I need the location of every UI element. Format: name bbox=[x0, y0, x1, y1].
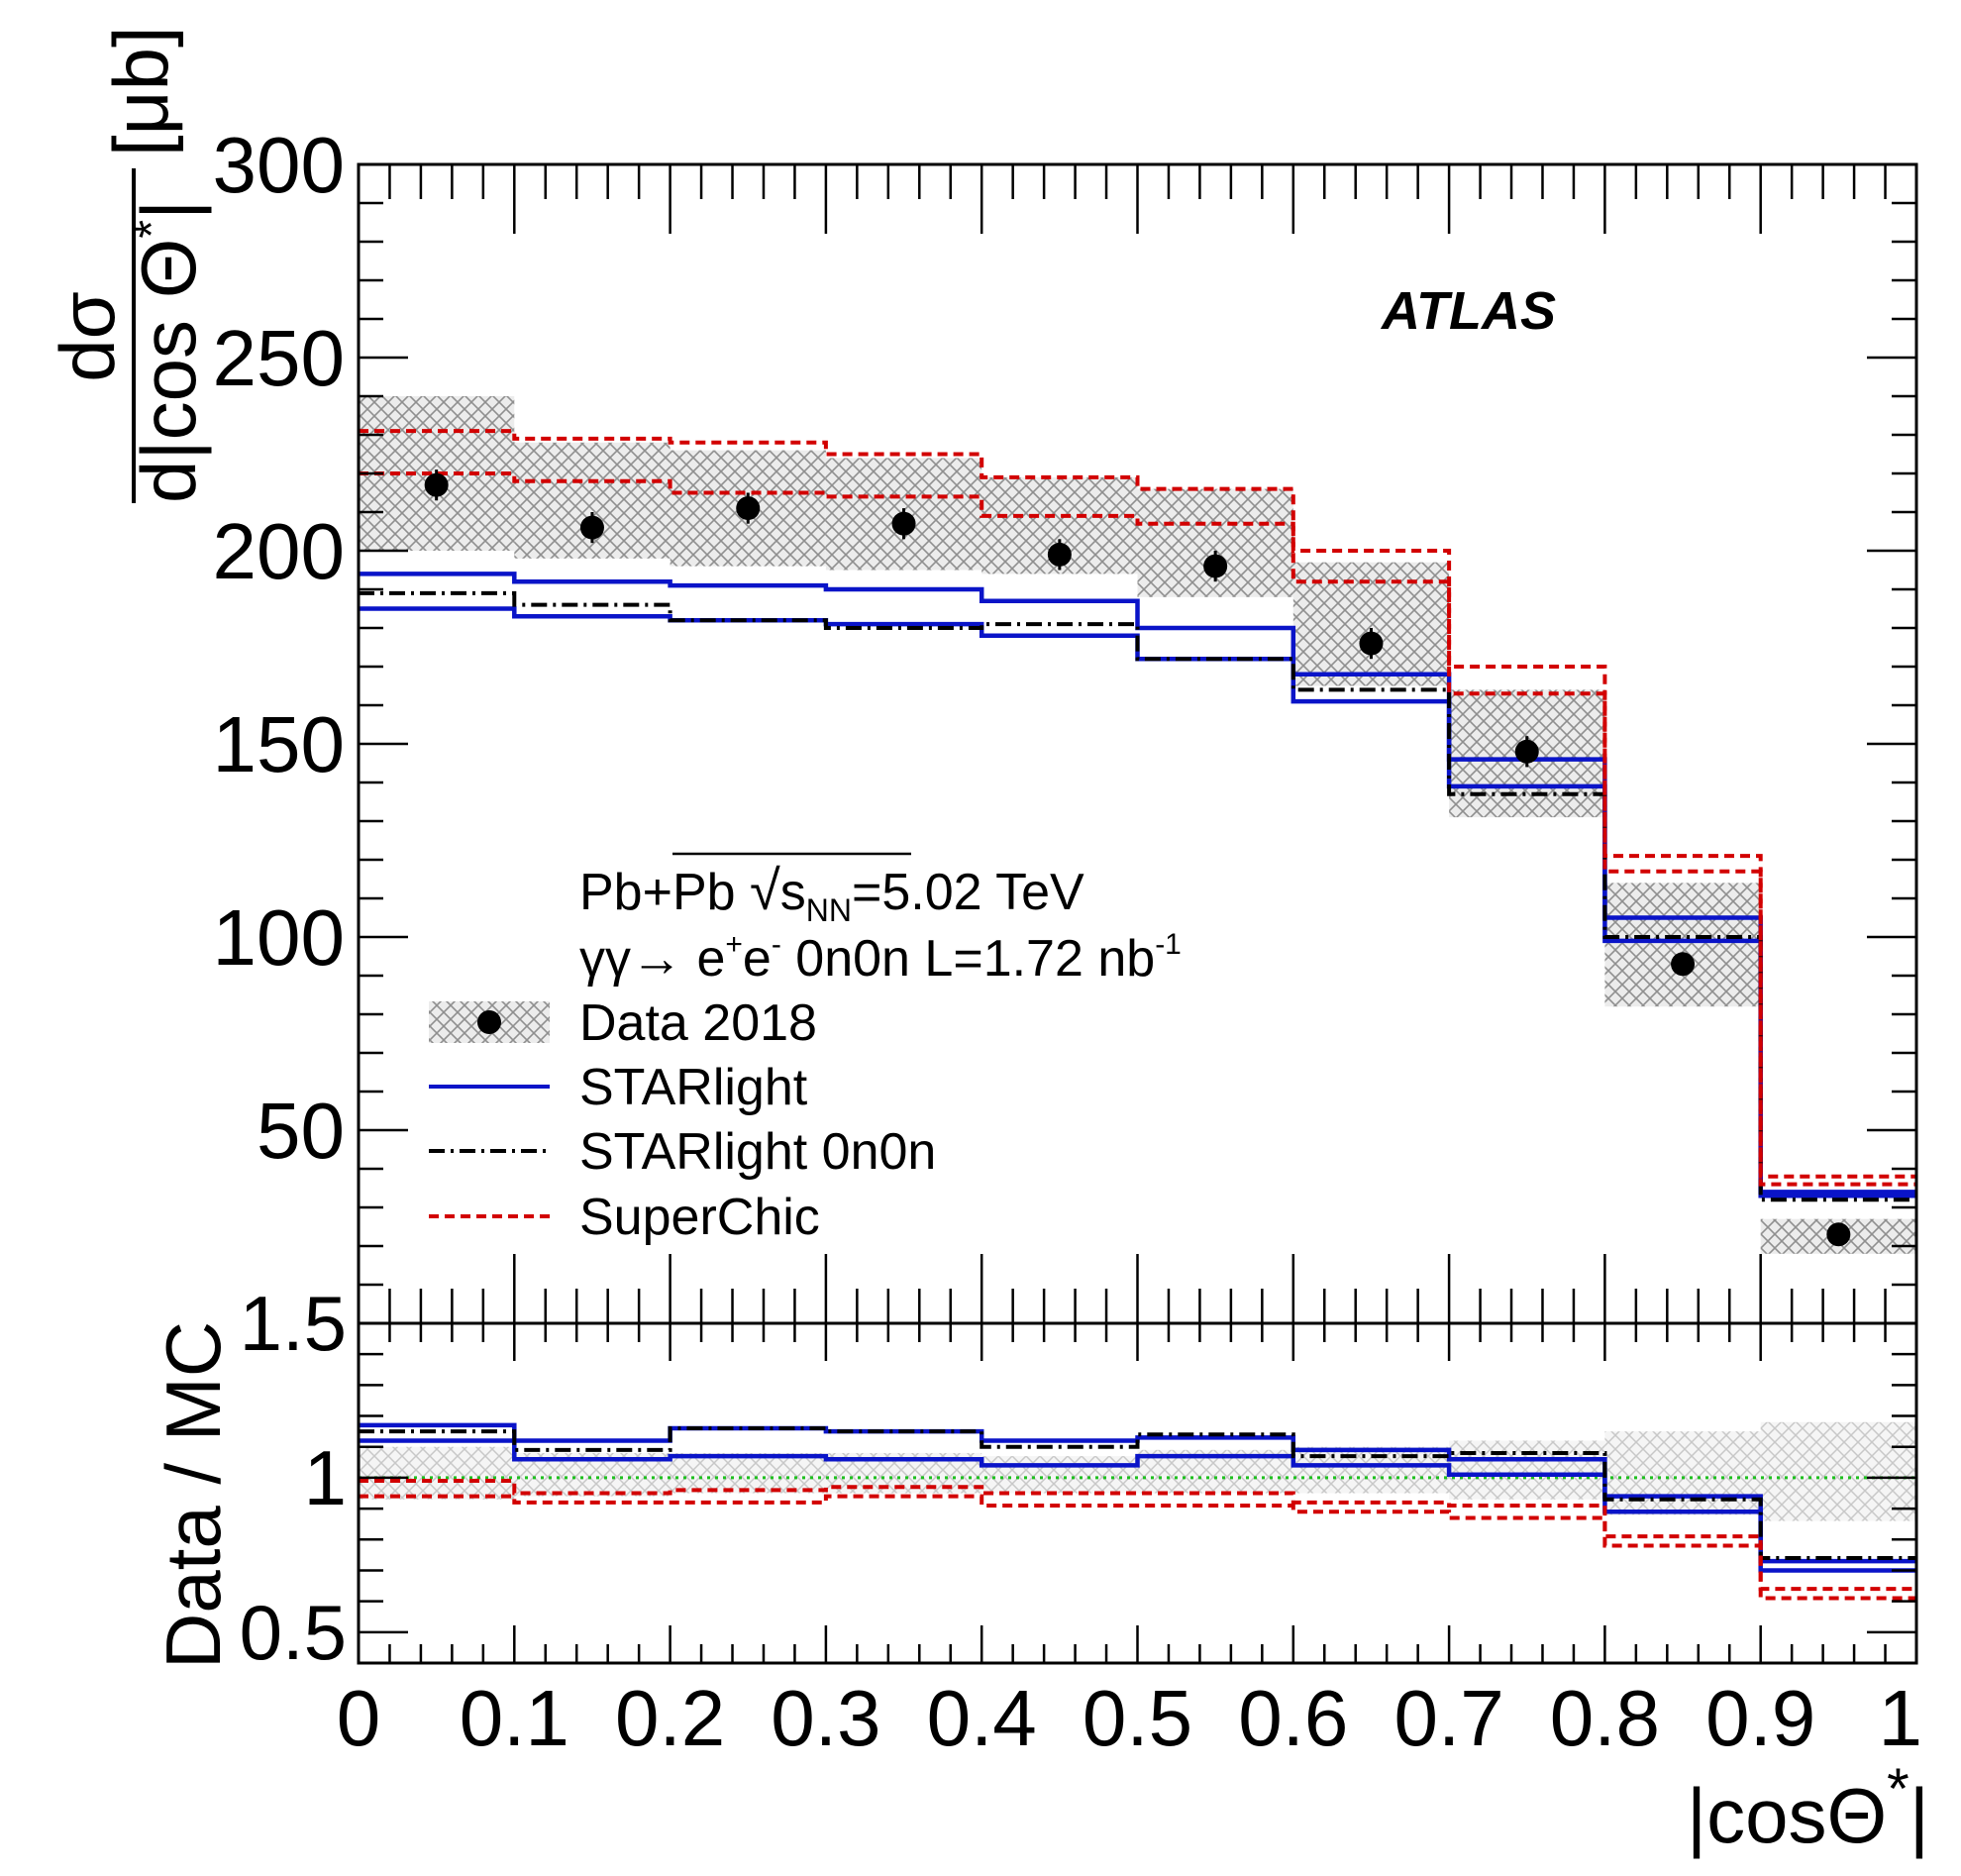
ratio-ytick-label-1: 1 bbox=[304, 1434, 347, 1521]
top-ytick-label-50: 50 bbox=[257, 1087, 345, 1175]
data-point-0 bbox=[424, 472, 449, 497]
superchic-lower-line bbox=[359, 471, 1916, 1187]
annotation-process: γγ→ e+e- 0n0n L=1.72 nb-1 bbox=[579, 928, 1182, 988]
data-point-7 bbox=[1514, 739, 1539, 764]
ratio-data-uncert-bin-6 bbox=[1292, 1446, 1450, 1494]
top-ytick-label-200: 200 bbox=[213, 507, 345, 595]
legend-starlight-label: STARlight bbox=[579, 1059, 808, 1116]
data-point-9 bbox=[1826, 1222, 1851, 1247]
legend-data-swatch-marker bbox=[477, 1010, 501, 1034]
top-ytick-label-150: 150 bbox=[213, 700, 345, 788]
ratio-y-ticks: 0.5 1 1.5 bbox=[240, 1280, 1916, 1676]
data-point-2 bbox=[736, 496, 761, 521]
x-tick-label-4: 0.4 bbox=[927, 1674, 1037, 1762]
x-tick-label-8: 0.8 bbox=[1550, 1674, 1660, 1762]
top-model-lines bbox=[359, 429, 1916, 1202]
top-ytick-label-300: 300 bbox=[213, 121, 345, 209]
starlight-upper-line bbox=[359, 572, 1916, 1195]
atlas-label: ATLAS bbox=[1380, 281, 1556, 341]
data-point-6 bbox=[1359, 631, 1384, 656]
ratio-data-uncert-bin-7 bbox=[1449, 1440, 1605, 1500]
ratio-y-axis-title: Data / MC bbox=[150, 1321, 237, 1669]
y-title-numerator: dσ bbox=[44, 291, 131, 382]
ratio-data-uncert-bin-0 bbox=[359, 1446, 515, 1500]
x-tick-label-0: 0 bbox=[337, 1674, 381, 1762]
ratio-superchic-upper-line bbox=[359, 1479, 1916, 1592]
starlight-0n0n-line bbox=[359, 590, 1916, 1202]
ratio-model-lines bbox=[359, 1422, 1916, 1601]
y-title-denominator: d|cos Θ*| bbox=[125, 200, 212, 503]
ratio-data-uncert-bin-9 bbox=[1760, 1421, 1916, 1521]
legend: Data 2018 STARlight STARlight 0n0n Super… bbox=[429, 994, 936, 1246]
x-tick-label-1: 0.1 bbox=[460, 1674, 569, 1762]
x-tick-label-7: 0.7 bbox=[1393, 1674, 1503, 1762]
x-tick-label-10: 1 bbox=[1879, 1674, 1923, 1762]
ratio-starlight-0n0n-line bbox=[359, 1426, 1916, 1560]
ratio-data-uncert-bin-4 bbox=[981, 1456, 1138, 1494]
x-tick-label-2: 0.2 bbox=[615, 1674, 725, 1762]
data-point-1 bbox=[579, 515, 604, 540]
top-y-axis-title: dσ d|cos Θ*| [μb] bbox=[44, 26, 212, 503]
ratio-ytick-label-2: 1.5 bbox=[240, 1280, 347, 1367]
legend-superchic-label: SuperChic bbox=[579, 1189, 820, 1246]
top-ytick-label-100: 100 bbox=[213, 893, 345, 982]
ratio-starlight-lower-line bbox=[359, 1438, 1916, 1573]
data-syst-band-bin-8 bbox=[1604, 883, 1761, 1007]
top-ytick-label-250: 250 bbox=[213, 314, 345, 402]
annotation-collision: Pb+Pb √sNN=5.02 TeV bbox=[579, 859, 1084, 928]
x-tick-label-6: 0.6 bbox=[1238, 1674, 1348, 1762]
x-tick-label-5: 0.5 bbox=[1083, 1674, 1192, 1762]
ratio-data-uncert-bin-2 bbox=[670, 1452, 826, 1494]
legend-data-label: Data 2018 bbox=[579, 994, 817, 1052]
top-y-ticks: 50 100 150 200 250 300 bbox=[213, 121, 1916, 1287]
data-point-3 bbox=[891, 511, 916, 536]
y-title-unit: [μb] bbox=[97, 26, 184, 156]
x-ticks: 0 0.1 0.2 0.3 0.4 0.5 0.6 0.7 0.8 0.9 1 bbox=[337, 164, 1922, 1762]
top-data-points bbox=[424, 469, 1851, 1247]
data-point-5 bbox=[1203, 554, 1228, 578]
x-axis-title: |cosΘ*| bbox=[1687, 1757, 1929, 1859]
superchic-upper-line bbox=[359, 429, 1916, 1179]
ratio-superchic-lower-line bbox=[359, 1494, 1916, 1601]
data-point-4 bbox=[1047, 542, 1072, 567]
ratio-ytick-label-0: 0.5 bbox=[240, 1589, 347, 1676]
ratio-data-uncert-bin-8 bbox=[1604, 1431, 1761, 1515]
x-tick-label-3: 0.3 bbox=[771, 1674, 880, 1762]
x-tick-label-9: 0.9 bbox=[1705, 1674, 1815, 1762]
legend-starlight0n0n-label: STARlight 0n0n bbox=[579, 1123, 936, 1181]
data-point-8 bbox=[1671, 952, 1696, 977]
